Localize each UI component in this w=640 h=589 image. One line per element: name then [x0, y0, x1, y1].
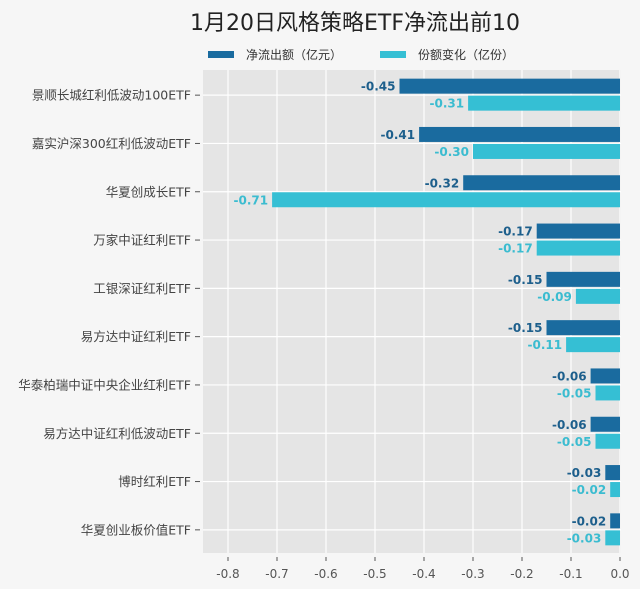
value-label-share-change: -0.11 [528, 338, 563, 352]
value-label-share-change: -0.30 [434, 145, 469, 159]
bar-net-outflow [546, 271, 620, 287]
value-label-net-outflow: -0.06 [552, 418, 587, 432]
bar-net-outflow [419, 126, 620, 142]
bar-share-change [605, 530, 620, 546]
value-label-share-change: -0.09 [537, 290, 572, 304]
legend-label-share-change: 份额变化（亿份） [418, 47, 515, 62]
bar-net-outflow [546, 320, 620, 336]
bar-share-change [468, 95, 620, 111]
bar-net-outflow [536, 223, 620, 239]
grid-lines [203, 70, 621, 553]
value-label-net-outflow: -0.06 [552, 369, 587, 383]
x-tick-label: 0.0 [610, 567, 629, 581]
bar-share-change [536, 240, 620, 256]
bar-share-change [595, 385, 620, 401]
bars [272, 78, 620, 546]
bar-share-change [610, 482, 620, 498]
category-label: 华泰柏瑞中证中央企业红利ETF [18, 377, 191, 392]
value-label-share-change: -0.17 [498, 242, 533, 256]
value-label-share-change: -0.31 [430, 97, 465, 111]
category-label: 易方达中证红利低波动ETF [43, 426, 191, 441]
category-label: 工银深证红利ETF [93, 281, 191, 296]
value-label-share-change: -0.71 [234, 193, 269, 207]
legend-swatch-share-change [380, 50, 406, 58]
value-label-share-change: -0.03 [567, 531, 602, 545]
x-tick-label: -0.5 [363, 567, 386, 581]
bar-net-outflow [605, 465, 620, 481]
x-tick-label: -0.7 [265, 567, 288, 581]
value-label-net-outflow: -0.02 [572, 514, 607, 528]
bar-share-change [272, 192, 620, 208]
bar-net-outflow [463, 175, 620, 191]
value-labels: -0.45 -0.31 -0.41 -0.30 -0.32 -0.71 -0.17 -0.17… [234, 80, 607, 546]
bar-net-outflow [590, 416, 620, 432]
value-label-net-outflow: -0.41 [381, 128, 416, 142]
plot-area [203, 70, 621, 553]
legend-swatch-net-outflow [208, 50, 234, 58]
category-label: 博时红利ETF [118, 474, 191, 489]
category-label: 华夏创成长ETF [106, 184, 191, 199]
x-tick-label: -0.8 [216, 567, 239, 581]
bar-share-change [473, 143, 620, 159]
bar-share-change [595, 433, 620, 449]
value-label-share-change: -0.05 [557, 435, 592, 449]
bar-share-change [575, 288, 620, 304]
value-label-net-outflow: -0.15 [508, 321, 543, 335]
value-label-net-outflow: -0.15 [508, 273, 543, 287]
legend-item-net-outflow: 净流出额（亿元） [208, 46, 342, 62]
value-label-net-outflow: -0.03 [567, 466, 602, 480]
x-tick-label: -0.6 [314, 567, 337, 581]
x-tick-label: -0.1 [559, 567, 582, 581]
value-label-net-outflow: -0.17 [498, 225, 533, 239]
x-tick-label: -0.2 [510, 567, 533, 581]
bar-net-outflow [399, 78, 620, 94]
value-label-share-change: -0.02 [572, 483, 607, 497]
chart-title: 1月20日风格策略ETF净流出前10 [190, 11, 520, 36]
category-label: 万家中证红利ETF [93, 233, 191, 248]
x-axis: -0.8 -0.7 -0.6 -0.5 -0.4 -0.3 -0.2 -0.1 0.0 [216, 557, 630, 581]
category-label: 景顺长城红利低波动100ETF [32, 88, 191, 103]
bar-net-outflow [590, 368, 620, 384]
category-label: 易方达中证红利ETF [81, 329, 191, 344]
x-tick-label: -0.4 [412, 567, 435, 581]
category-label: 嘉实沪深300红利低波动ETF [32, 136, 191, 151]
x-tick-label: -0.3 [461, 567, 484, 581]
legend-item-share-change: 份额变化（亿份） [380, 46, 514, 62]
category-label: 华夏创业板价值ETF [81, 522, 191, 537]
value-label-share-change: -0.05 [557, 386, 592, 400]
value-label-net-outflow: -0.32 [425, 176, 460, 190]
legend-label-net-outflow: 净流出额（亿元） [246, 47, 343, 62]
bar-net-outflow [610, 513, 620, 529]
value-label-net-outflow: -0.45 [361, 80, 396, 94]
category-labels: 景顺长城红利低波动100ETF 嘉实沪深300红利低波动ETF 华夏创成长ETF 万家… [18, 88, 200, 537]
bar-share-change [566, 337, 620, 353]
